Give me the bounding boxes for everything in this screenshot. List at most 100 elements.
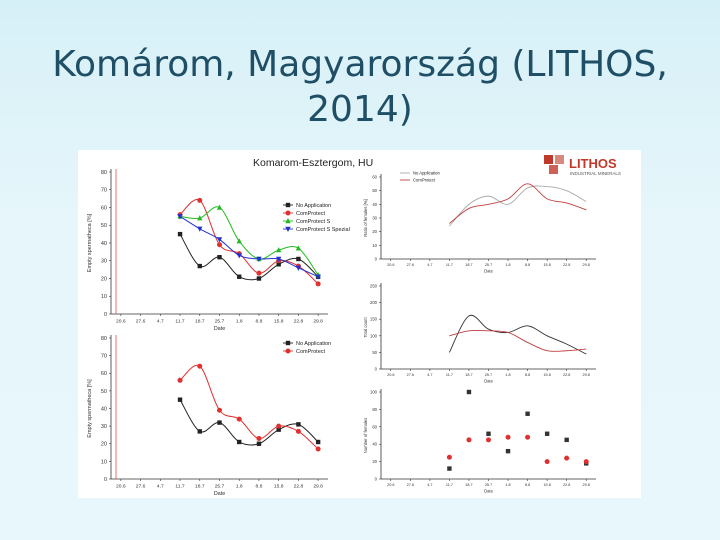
x-tick-label: 15.8 — [543, 263, 550, 267]
data-point — [296, 256, 301, 262]
data-point — [525, 434, 531, 440]
y-tick-label: 150 — [370, 317, 378, 322]
y-axis-label: Empty spermatheca [%] — [87, 213, 93, 272]
legend-marker — [285, 340, 291, 346]
x-tick-label: 8.8 — [256, 484, 263, 490]
x-tick-label: 22.8 — [294, 319, 304, 325]
data-point — [256, 270, 262, 276]
data-point — [447, 466, 452, 471]
y-tick-label: 20 — [372, 229, 377, 234]
x-tick-label: 11.7 — [175, 484, 184, 490]
y-tick-label: 20 — [101, 442, 107, 448]
data-point — [197, 197, 203, 203]
data-point — [197, 263, 202, 269]
series-comprotect-s-spezial — [177, 214, 321, 280]
data-point — [256, 256, 262, 262]
x-tick-label: 18.7 — [465, 483, 472, 487]
data-point — [217, 407, 222, 413]
series-line — [449, 183, 587, 224]
data-point — [217, 420, 222, 425]
figure-heading: Komarom-Esztergom, HU — [253, 157, 373, 169]
x-tick-label: 11.7 — [446, 373, 453, 377]
x-tick-label: 25.7 — [215, 484, 225, 490]
y-tick-label: 30 — [101, 259, 107, 265]
series-no-application — [177, 231, 321, 281]
logo-mark-2 — [555, 155, 564, 164]
x-tick-label: 15.8 — [274, 484, 284, 490]
legend: No Application ComProtect — [400, 170, 440, 182]
data-point — [276, 262, 281, 267]
x-tick-label: 1.8 — [505, 373, 510, 377]
title-line-2: 2014) — [307, 89, 413, 130]
x-tick-label: 29.8 — [583, 263, 590, 267]
series-line — [179, 206, 319, 276]
x-axis-label: Date — [214, 326, 226, 332]
y-tick-label: 20 — [101, 276, 107, 282]
series-comprotect — [449, 183, 587, 224]
y-tick-label: 70 — [101, 354, 107, 360]
y-tick-label: 50 — [101, 389, 107, 395]
x-tick-label: 1.8 — [236, 319, 243, 325]
data-point — [236, 238, 242, 244]
series-no-application — [177, 397, 321, 446]
x-tick-label: 4.7 — [427, 483, 432, 487]
series-line — [179, 364, 319, 450]
legend-label: ComProtect — [413, 177, 436, 182]
chart-c3: 0 10 20 30 40 50 60 20.6 27.6 4.7 11.7 18.7 25.7 1.8 8… — [363, 170, 596, 273]
x-tick-label: 18.7 — [465, 263, 472, 267]
data-point — [315, 281, 321, 287]
data-point — [296, 422, 301, 427]
legend: No Application ComProtect — [283, 340, 331, 355]
x-axis-label: Date — [484, 488, 494, 493]
x-tick-label: 1.8 — [236, 484, 243, 490]
y-tick-label: 200 — [370, 300, 378, 305]
x-tick-label: 29.8 — [583, 483, 590, 487]
data-point — [197, 363, 203, 369]
data-point — [276, 427, 281, 432]
y-tick-label: 30 — [372, 215, 377, 220]
y-tick-label: 0 — [375, 256, 378, 261]
y-tick-label: 50 — [372, 188, 377, 193]
x-tick-label: 25.7 — [215, 319, 225, 325]
legend-marker — [285, 202, 291, 208]
legend-label: No Application — [296, 203, 331, 209]
y-tick-label: 0 — [375, 476, 378, 481]
data-point — [237, 439, 242, 445]
y-tick-label: 10 — [101, 294, 107, 300]
x-tick-label: 8.8 — [525, 373, 530, 377]
x-tick-label: 11.7 — [446, 263, 453, 267]
legend-marker — [285, 210, 291, 216]
legend-marker — [285, 348, 291, 354]
title-line-1: Komárom, Magyarország (LITHOS, — [52, 44, 668, 85]
chart-figure-svg: Komarom-Esztergom, HU LITHOS INDUSTRIAL … — [87, 155, 621, 497]
x-tick-label: 29.8 — [583, 373, 590, 377]
data-point — [197, 226, 203, 232]
data-point — [564, 437, 569, 443]
y-tick-label: 0 — [375, 366, 378, 371]
series-comprotect — [177, 363, 321, 452]
data-point — [295, 428, 301, 434]
y-tick-label: 250 — [370, 283, 378, 288]
x-axis-label: Date — [484, 378, 494, 383]
y-tick-label: 40 — [372, 442, 377, 447]
data-point — [525, 411, 530, 416]
legend-marker — [285, 226, 291, 232]
data-point — [486, 431, 491, 436]
data-point — [295, 265, 302, 271]
x-tick-label: 22.8 — [563, 483, 570, 487]
legend-label: ComProtect — [296, 211, 326, 217]
x-tick-label: 4.7 — [427, 263, 432, 267]
y-tick-label: 50 — [372, 350, 377, 355]
x-tick-label: 8.8 — [525, 483, 530, 487]
data-point — [446, 454, 452, 460]
y-tick-label: 40 — [101, 241, 107, 247]
x-tick-label: 27.6 — [407, 263, 414, 267]
x-tick-label: 25.7 — [485, 373, 492, 377]
y-tick-label: 10 — [372, 243, 377, 248]
x-tick-label: 25.7 — [485, 263, 492, 267]
y-tick-label: 80 — [372, 407, 377, 412]
data-point — [256, 276, 262, 281]
x-tick-label: 4.7 — [157, 319, 164, 325]
charts-layer: 0 10 20 30 40 50 60 70 80 20.6 27.6 4.7 11.7 18.7 25.7… — [87, 169, 596, 497]
data-point — [177, 397, 183, 402]
